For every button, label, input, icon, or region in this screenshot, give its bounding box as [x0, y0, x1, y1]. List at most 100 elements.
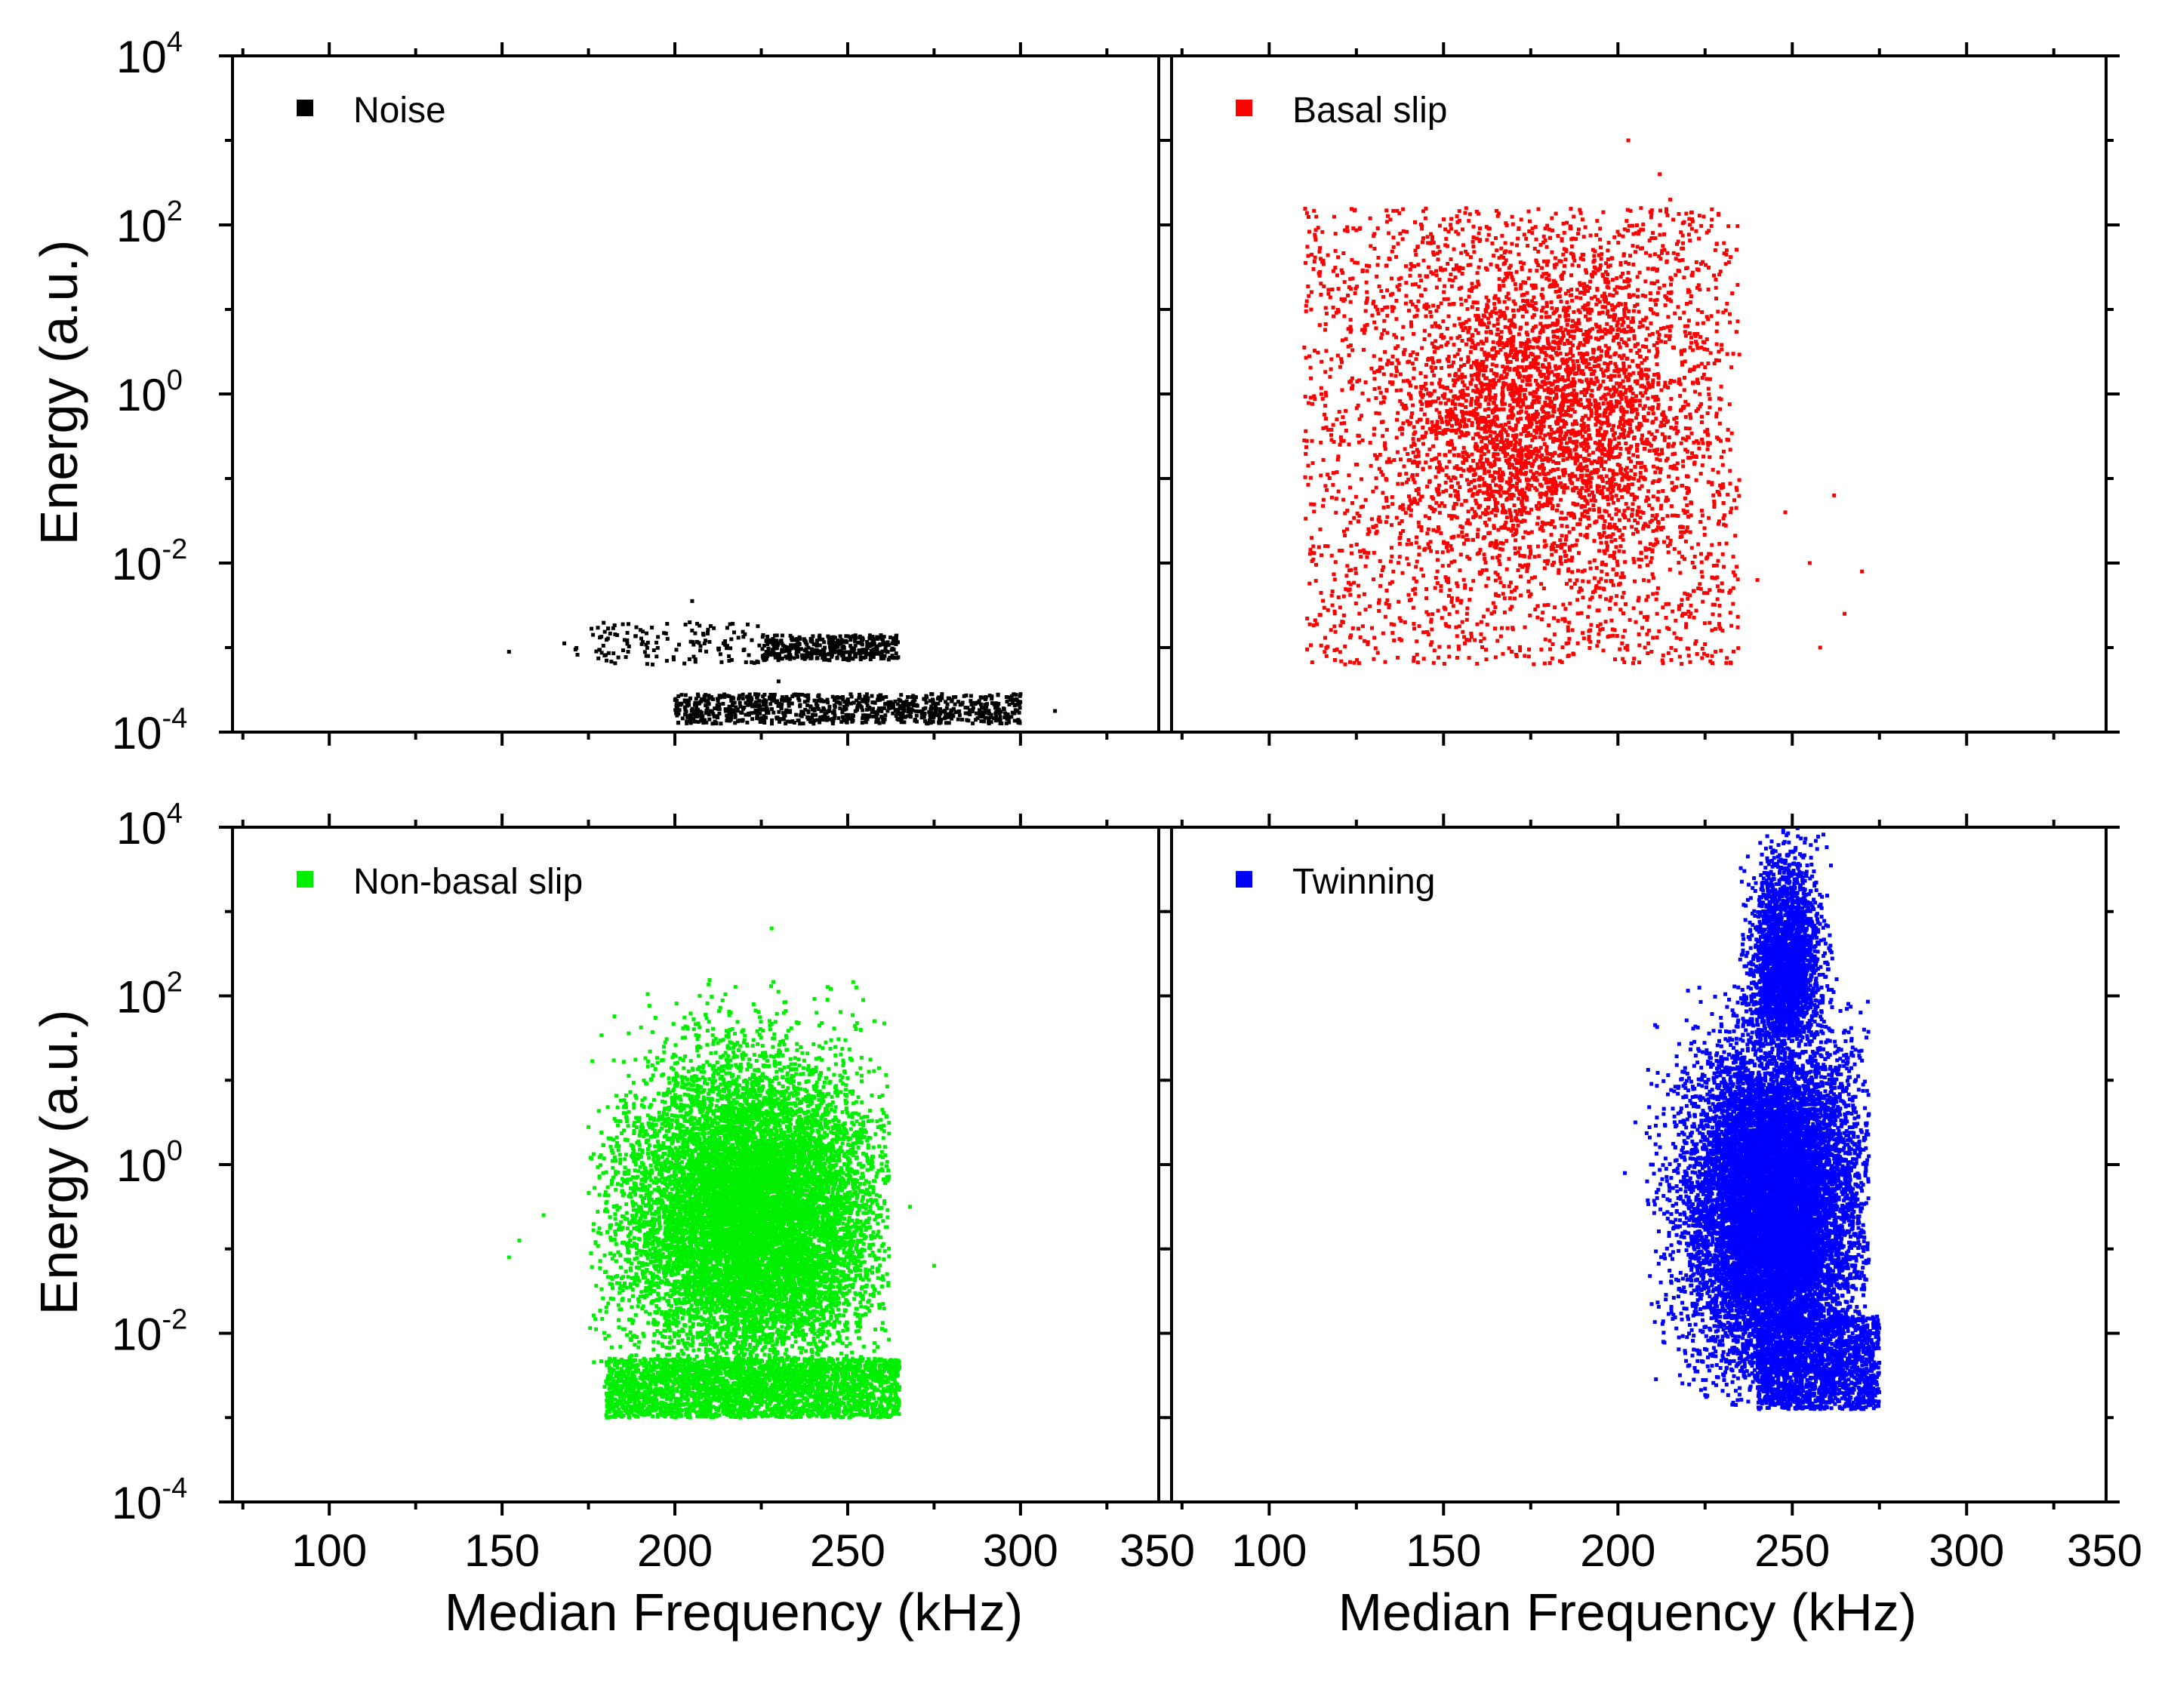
data-point	[1612, 431, 1617, 435]
data-point	[729, 716, 734, 720]
data-point	[1492, 385, 1496, 389]
data-point	[1696, 542, 1701, 546]
data-point	[1602, 305, 1606, 309]
data-point	[945, 702, 950, 706]
data-point	[778, 719, 782, 723]
data-point	[1631, 391, 1635, 395]
data-point	[1468, 410, 1473, 414]
data-point	[1544, 395, 1549, 400]
data-point	[865, 699, 870, 703]
data-point	[957, 713, 962, 718]
data-point	[853, 633, 858, 638]
data-point	[1498, 439, 1503, 444]
data-point	[1541, 380, 1546, 384]
data-point	[850, 719, 855, 724]
data-point	[1635, 495, 1639, 500]
data-point	[1624, 388, 1628, 392]
data-point	[1705, 556, 1709, 561]
data-point	[1576, 346, 1581, 350]
data-point	[1552, 468, 1557, 472]
data-point	[1307, 581, 1312, 586]
data-point	[1631, 531, 1636, 536]
data-point	[1493, 626, 1497, 631]
data-point	[1646, 349, 1651, 353]
data-point	[1480, 318, 1484, 322]
data-point	[1578, 398, 1583, 402]
data-point	[1655, 513, 1659, 517]
data-point	[1419, 567, 1424, 571]
data-point	[651, 662, 654, 666]
data-point	[1410, 362, 1415, 366]
data-point	[1445, 409, 1449, 413]
data-point	[1563, 263, 1566, 268]
data-point	[857, 702, 861, 706]
data-point	[1563, 395, 1568, 400]
data-point	[634, 625, 639, 629]
data-point	[1584, 365, 1589, 369]
data-point	[1578, 281, 1582, 285]
data-point	[1492, 452, 1496, 457]
data-point	[655, 645, 660, 650]
data-point	[794, 651, 799, 656]
data-point	[1446, 355, 1451, 359]
data-point	[1646, 579, 1651, 583]
data-point	[1011, 701, 1015, 705]
data-point	[1460, 403, 1464, 408]
data-point	[1645, 377, 1649, 381]
data-point	[1598, 237, 1603, 242]
data-point	[1394, 388, 1399, 392]
data-point	[1421, 236, 1425, 241]
data-point	[1491, 340, 1495, 344]
data-point	[864, 719, 868, 723]
data-point	[865, 640, 870, 644]
data-point	[1643, 358, 1647, 362]
data-point	[788, 709, 792, 713]
data-point	[1459, 325, 1464, 329]
data-point	[1610, 307, 1615, 312]
data-point	[848, 655, 852, 660]
data-point	[792, 693, 796, 697]
data-point	[1488, 434, 1492, 439]
data-point	[1631, 293, 1636, 297]
data-point	[1537, 465, 1541, 469]
data-point	[1556, 379, 1560, 383]
data-point	[944, 721, 948, 725]
data-point	[725, 646, 729, 651]
data-point	[1659, 388, 1664, 392]
data-point	[1535, 544, 1540, 549]
data-point	[1578, 296, 1583, 300]
data-point	[1735, 248, 1738, 252]
data-point	[1674, 272, 1678, 277]
data-point	[712, 626, 716, 630]
data-point	[1631, 502, 1635, 506]
data-point	[1457, 348, 1461, 352]
data-point	[1492, 441, 1496, 445]
data-point	[1511, 448, 1515, 452]
data-point	[1653, 236, 1658, 241]
data-point	[1554, 262, 1559, 266]
data-point	[809, 647, 814, 651]
data-point	[1501, 256, 1506, 260]
data-point	[1631, 492, 1635, 497]
data-point	[1557, 289, 1562, 294]
data-point	[1425, 485, 1430, 489]
data-point	[1501, 506, 1505, 510]
data-point	[685, 719, 689, 724]
data-point	[822, 640, 827, 645]
data-point	[1603, 397, 1608, 402]
data-point	[1502, 370, 1507, 374]
data-point	[1507, 488, 1511, 492]
data-point	[1405, 229, 1409, 234]
data-point	[1486, 402, 1491, 406]
data-point	[784, 645, 789, 650]
data-point	[1617, 549, 1621, 553]
data-point	[1622, 435, 1627, 440]
data-point	[706, 630, 710, 635]
data-point	[1440, 432, 1445, 436]
data-point	[694, 711, 699, 716]
data-point	[1504, 372, 1509, 377]
data-point	[1688, 530, 1692, 534]
data-point	[1565, 359, 1569, 363]
data-point	[1581, 481, 1586, 485]
data-point	[1432, 373, 1437, 377]
